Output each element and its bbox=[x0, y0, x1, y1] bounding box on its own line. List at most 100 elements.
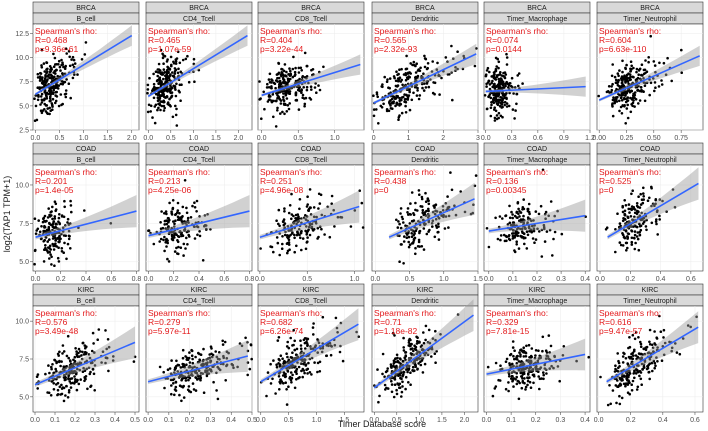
scatter-point bbox=[294, 213, 298, 217]
scatter-point bbox=[318, 70, 321, 74]
strip-cancer-label: KIRC bbox=[642, 287, 659, 294]
scatter-point bbox=[178, 384, 182, 388]
scatter-point bbox=[50, 255, 53, 259]
scatter-point bbox=[158, 77, 161, 80]
x-tick-label: 0.4 bbox=[226, 417, 236, 424]
scatter-point bbox=[293, 348, 297, 352]
scatter-point bbox=[620, 81, 624, 85]
scatter-point bbox=[399, 207, 403, 210]
scatter-point bbox=[662, 61, 666, 65]
scatter-point bbox=[225, 363, 229, 367]
stat-rho: R=0.201 bbox=[35, 176, 68, 186]
scatter-point bbox=[426, 198, 430, 202]
scatter-point bbox=[197, 369, 201, 373]
scatter-point bbox=[393, 360, 397, 364]
scatter-point bbox=[517, 207, 520, 211]
scatter-point bbox=[85, 367, 88, 371]
scatter-point bbox=[59, 364, 62, 368]
scatter-point bbox=[617, 74, 620, 78]
scatter-point bbox=[52, 88, 56, 92]
scatter-point bbox=[433, 212, 437, 216]
scatter-point bbox=[414, 75, 418, 79]
scatter-point bbox=[404, 351, 408, 354]
scatter-point bbox=[436, 61, 439, 65]
scatter-point bbox=[635, 235, 639, 238]
scatter-point bbox=[522, 355, 526, 358]
scatter-point bbox=[418, 245, 421, 248]
scatter-point bbox=[166, 101, 170, 104]
scatter-point bbox=[402, 240, 406, 243]
scatter-point bbox=[399, 102, 403, 106]
scatter-point bbox=[172, 62, 176, 65]
scatter-point bbox=[184, 379, 188, 382]
scatter-point bbox=[520, 386, 524, 390]
scatter-point bbox=[246, 341, 249, 344]
scatter-point bbox=[430, 222, 434, 225]
scatter-point bbox=[414, 229, 418, 232]
scatter-point bbox=[398, 374, 402, 377]
scatter-point bbox=[551, 254, 554, 257]
scatter-point bbox=[279, 73, 283, 76]
scatter-point bbox=[52, 65, 56, 68]
scatter-point bbox=[633, 376, 636, 380]
scatter-point bbox=[64, 89, 68, 92]
scatter-point bbox=[520, 375, 523, 378]
scatter-point bbox=[320, 227, 323, 231]
scatter-point bbox=[183, 220, 186, 223]
scatter-point bbox=[443, 227, 447, 230]
scatter-point bbox=[45, 91, 49, 95]
scatter-point bbox=[410, 242, 414, 245]
scatter-point bbox=[36, 373, 40, 376]
scatter-point bbox=[629, 69, 632, 73]
x-tick-label: 0.4 bbox=[110, 417, 120, 424]
scatter-point bbox=[438, 93, 441, 96]
scatter-point bbox=[250, 357, 253, 361]
scatter-point bbox=[189, 365, 192, 369]
stat-p-value: p=4.96e-08 bbox=[260, 185, 304, 195]
scatter-point bbox=[635, 388, 639, 391]
scatter-point bbox=[498, 215, 502, 218]
scatter-point bbox=[84, 41, 88, 44]
scatter-point bbox=[630, 240, 634, 244]
scatter-point bbox=[621, 210, 625, 214]
scatter-point bbox=[171, 207, 174, 211]
scatter-point bbox=[437, 217, 441, 220]
scatter-point bbox=[288, 204, 292, 207]
scatter-point bbox=[306, 367, 310, 371]
scatter-point bbox=[627, 82, 630, 86]
scatter-point bbox=[454, 66, 457, 69]
scatter-point bbox=[638, 222, 641, 226]
scatter-point bbox=[493, 116, 497, 120]
x-tick-label: 0.25 bbox=[620, 135, 634, 142]
scatter-point bbox=[417, 97, 421, 101]
scatter-point bbox=[473, 184, 477, 188]
x-tick-label: 0.8 bbox=[132, 276, 142, 283]
scatter-point bbox=[495, 75, 499, 78]
scatter-point bbox=[313, 361, 316, 364]
scatter-point bbox=[198, 230, 201, 233]
scatter-point bbox=[186, 219, 190, 222]
scatter-point bbox=[431, 210, 435, 214]
scatter-point bbox=[71, 76, 75, 80]
scatter-point bbox=[510, 210, 513, 214]
scatter-point bbox=[278, 81, 282, 85]
scatter-point bbox=[670, 79, 673, 83]
x-tick-label: 0.6 bbox=[686, 276, 696, 283]
scatter-point bbox=[161, 56, 165, 60]
scatter-point bbox=[306, 372, 309, 375]
scatter-point bbox=[527, 372, 530, 375]
scatter-point bbox=[333, 343, 337, 347]
scatter-point bbox=[622, 84, 626, 87]
scatter-point bbox=[66, 242, 70, 246]
scatter-point bbox=[640, 211, 643, 215]
scatter-point bbox=[519, 227, 522, 231]
scatter-point bbox=[303, 97, 306, 100]
scatter-point bbox=[293, 233, 296, 237]
scatter-point bbox=[311, 73, 314, 77]
scatter-point bbox=[397, 72, 400, 76]
scatter-point bbox=[182, 396, 186, 399]
scatter-point bbox=[191, 357, 194, 361]
scatter-point bbox=[637, 352, 641, 355]
